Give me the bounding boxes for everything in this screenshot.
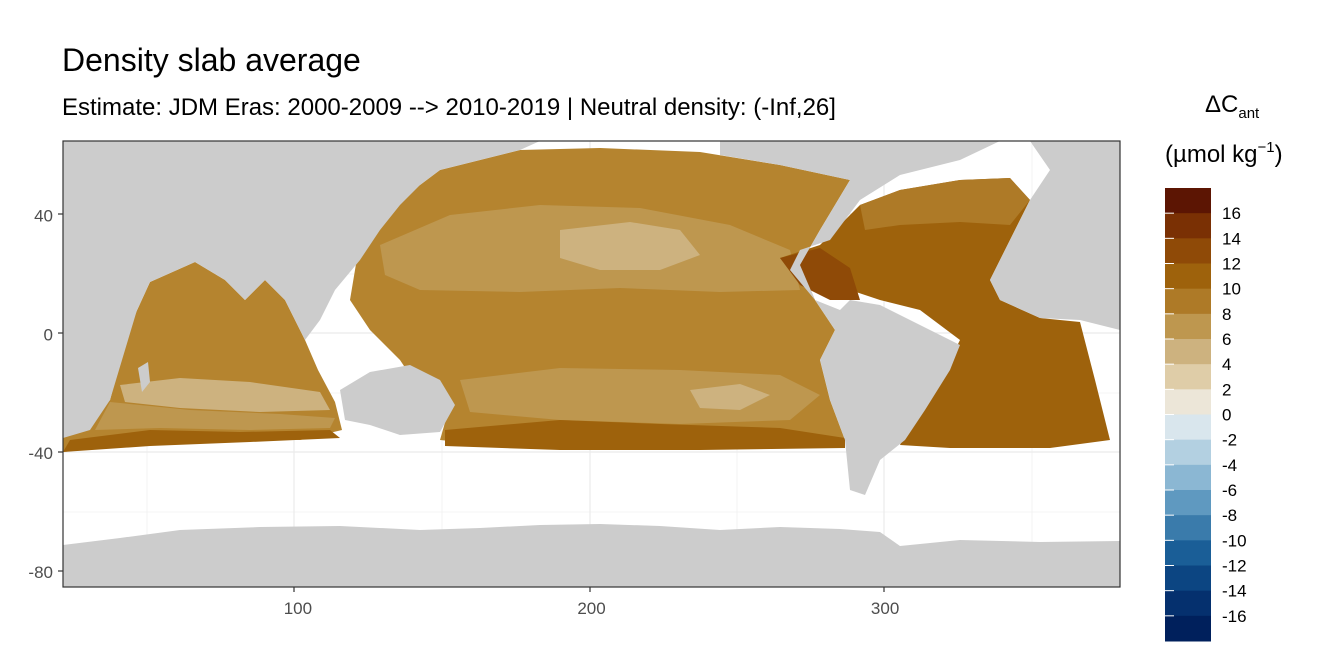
- legend-label: -16: [1222, 607, 1247, 626]
- legend-label: 14: [1222, 229, 1241, 248]
- australia-land: [340, 365, 455, 435]
- y-tick-labels: 40 0 -40 -80: [28, 206, 53, 582]
- legend-swatch: [1165, 414, 1211, 441]
- africa-europe-land: [990, 141, 1120, 330]
- legend-swatch: [1165, 565, 1211, 592]
- legend-colorbar: [1165, 188, 1211, 642]
- legend-unit-prefix: (µmol kg: [1165, 141, 1258, 168]
- legend-labels: 16 14 12 10 8 6 4 2 0 -2 -4 -6 -8 -10 -12 -14 -16: [1165, 204, 1247, 626]
- indian-subtropical-mid: [95, 402, 335, 430]
- legend-swatch: [1165, 364, 1211, 390]
- legend-swatch: [1165, 615, 1211, 642]
- legend-title: ΔCant: [1205, 91, 1260, 122]
- x-tick-labels: 100 200 300: [284, 599, 900, 618]
- legend-swatch: [1165, 389, 1211, 415]
- y-tick-label: -80: [28, 563, 53, 582]
- chart-subtitle: Estimate: JDM Eras: 2000-2009 --> 2010-2…: [62, 94, 836, 121]
- legend-title-sub: ant: [1238, 105, 1260, 122]
- subpolar-atlantic: [860, 178, 1030, 230]
- americas-land: [720, 141, 1000, 495]
- panel-border: [62, 140, 1121, 588]
- legend-swatch: [1165, 288, 1211, 315]
- legend-label: -8: [1222, 506, 1237, 525]
- y-tick-label: -40: [28, 444, 53, 463]
- legend-swatch: [1165, 540, 1211, 566]
- africa-west-land: [63, 270, 140, 438]
- legend-swatch: [1165, 490, 1211, 516]
- legend-label: -6: [1222, 481, 1237, 500]
- x-tick-label: 300: [871, 599, 899, 618]
- legend-label: 8: [1222, 305, 1231, 324]
- legend-unit-exp: −1: [1258, 139, 1275, 156]
- map-panel: [62, 140, 1121, 588]
- legend-unit: (µmol kg−1): [1165, 139, 1283, 168]
- legend-title-main: ΔC: [1205, 91, 1238, 118]
- legend-label: 6: [1222, 330, 1231, 349]
- legend-swatch: [1165, 464, 1211, 491]
- y-tick-label: 40: [34, 206, 53, 225]
- legend-swatch: [1165, 238, 1211, 264]
- legend-label: 0: [1222, 406, 1231, 425]
- north-pacific-core: [560, 222, 700, 270]
- indian-subtropical-low: [120, 378, 330, 412]
- legend-label: 10: [1222, 280, 1241, 299]
- x-tick-label: 100: [284, 599, 312, 618]
- legend-label: -2: [1222, 431, 1237, 450]
- antarctica-land: [63, 524, 1120, 587]
- legend-label: -12: [1222, 557, 1247, 576]
- legend-swatch: [1165, 590, 1211, 617]
- greenland-land: [1050, 141, 1120, 185]
- legend-label: 12: [1222, 255, 1241, 274]
- south-pacific-gyre: [460, 368, 820, 424]
- legend-swatch: [1165, 263, 1211, 290]
- south-pacific-core: [690, 384, 770, 410]
- x-tick-label: 200: [577, 599, 605, 618]
- legend-label: 16: [1222, 204, 1241, 223]
- y-axis: [58, 213, 63, 572]
- legend-label: 2: [1222, 380, 1231, 399]
- indian-southern-band: [63, 430, 340, 452]
- legend-swatch: [1165, 515, 1211, 541]
- legend-swatch: [1165, 439, 1211, 466]
- y-tick-label: 0: [44, 325, 53, 344]
- legend-label: -10: [1222, 531, 1247, 550]
- legend-label: 4: [1222, 355, 1231, 374]
- chart-title: Density slab average: [62, 42, 361, 78]
- legend-unit-suffix: ): [1275, 141, 1283, 168]
- eurasia-land: [63, 141, 540, 438]
- legend-swatch: [1165, 213, 1211, 239]
- legend-label: -4: [1222, 456, 1237, 475]
- madagascar-land: [138, 362, 150, 392]
- legend: ΔCant (µmol kg−1) 16 14 12 10 8 6 4 2 0 -2 -4 -6 -8 -…: [1165, 91, 1283, 642]
- legend-swatch: [1165, 188, 1211, 214]
- atlantic-ocean: [780, 178, 1110, 448]
- x-axis: [293, 587, 885, 592]
- legend-swatch: [1165, 313, 1211, 340]
- pacific-southern-band: [445, 420, 845, 450]
- legend-swatch: [1165, 339, 1211, 365]
- legend-label: -14: [1222, 582, 1247, 601]
